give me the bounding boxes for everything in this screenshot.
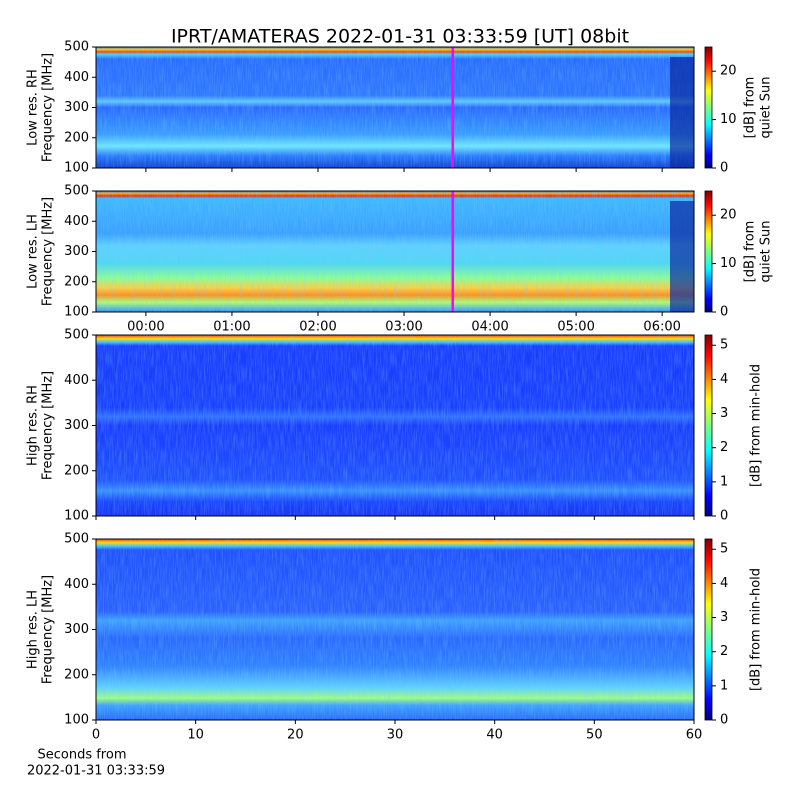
y-tick-label: 500: [64, 328, 89, 343]
y-tick-label: 100: [64, 713, 89, 728]
spectrogram-edge: [670, 201, 694, 312]
y-axis-label: Frequency [MHz]: [41, 371, 56, 480]
colorbar-tick-label: 0: [720, 305, 728, 320]
y-axis-label: Frequency [MHz]: [41, 197, 56, 306]
spectrogram-texture: [96, 335, 694, 516]
colorbar-label: [dB] from min-hold: [749, 364, 764, 487]
x-tick-label: 40: [486, 728, 503, 743]
y-tick-label: 400: [64, 577, 89, 592]
x-tick-label: 05:00: [557, 320, 594, 335]
y-tick-label: 400: [64, 373, 89, 388]
y-tick-label: 100: [64, 509, 89, 524]
spectrogram-edge: [670, 57, 694, 168]
colorbar-label: [dB] from: [743, 221, 758, 283]
colorbar-label: quiet Sun: [759, 76, 774, 138]
x-tick-label: 01:00: [213, 320, 250, 335]
x-tick-label: 60: [686, 728, 703, 743]
colorbar-tick-label: 2: [720, 644, 728, 659]
y-tick-label: 500: [64, 532, 89, 547]
colorbar-tick-label: 0: [720, 713, 728, 728]
y-tick-label: 500: [64, 184, 89, 199]
y-tick-label: 300: [64, 418, 89, 433]
y-tick-label: 200: [64, 667, 89, 682]
x-tick-label: 50: [586, 728, 603, 743]
spectrogram-texture: [96, 191, 694, 312]
x-tick-label: 03:00: [385, 320, 422, 335]
colorbar-label: quiet Sun: [759, 220, 774, 282]
colorbar-label: [dB] from min-hold: [749, 568, 764, 691]
y-tick-label: 300: [64, 100, 89, 115]
y-tick-label: 400: [64, 214, 89, 229]
y-tick-label: 500: [64, 40, 89, 55]
colorbar-tick-label: 20: [720, 208, 737, 223]
y-axis-label: Frequency [MHz]: [41, 575, 56, 684]
colorbar-tick-label: 5: [720, 542, 728, 557]
colorbar-tick-label: 0: [720, 509, 728, 524]
colorbar-tick-label: 2: [720, 440, 728, 455]
colorbar-tick-label: 5: [720, 338, 728, 353]
y-tick-label: 200: [64, 463, 89, 478]
colorbar-tick-label: 1: [720, 678, 728, 693]
x-tick-label: 0: [92, 728, 100, 743]
x-tick-label: 00:00: [127, 320, 164, 335]
y-tick-label: 100: [64, 305, 89, 320]
colorbar-tick-label: 10: [720, 112, 737, 127]
y-axis-label: High res. RH: [26, 385, 41, 466]
colorbar: [704, 190, 713, 313]
y-axis-label: High res. LH: [26, 590, 41, 669]
x-tick-label: 10: [187, 728, 204, 743]
colorbar-tick-label: 20: [720, 64, 737, 79]
x-tick-label: 30: [387, 728, 404, 743]
y-axis-label: Frequency [MHz]: [41, 53, 56, 162]
colorbar-tick-label: 4: [720, 576, 728, 591]
spectrogram-texture: [96, 47, 694, 168]
colorbar-tick-label: 3: [720, 610, 728, 625]
y-tick-label: 100: [64, 161, 89, 176]
x-tick-label: 02:00: [299, 320, 336, 335]
colorbar-tick-label: 3: [720, 406, 728, 421]
colorbar-label: [dB] from: [743, 77, 758, 139]
colorbar: [704, 538, 713, 721]
y-tick-label: 200: [64, 274, 89, 289]
y-axis-label: Low res. LH: [26, 214, 41, 289]
x-tick-label: 20: [287, 728, 304, 743]
y-tick-label: 200: [64, 130, 89, 145]
colorbar-tick-label: 4: [720, 372, 728, 387]
y-tick-label: 300: [64, 622, 89, 637]
colorbar: [704, 334, 713, 517]
x-tick-label: 06:00: [643, 320, 680, 335]
x-axis-label: 2022-01-31 03:33:59: [27, 764, 165, 779]
chart-title: IPRT/AMATERAS 2022-01-31 03:33:59 [UT] 0…: [171, 26, 629, 48]
colorbar-tick-label: 10: [720, 256, 737, 271]
y-tick-label: 400: [64, 70, 89, 85]
x-axis-label: Seconds from: [37, 748, 126, 763]
y-tick-label: 300: [64, 244, 89, 259]
y-axis-label: Low res. RH: [26, 69, 41, 146]
x-tick-label: 04:00: [471, 320, 508, 335]
colorbar: [704, 46, 713, 169]
colorbar-tick-label: 1: [720, 474, 728, 489]
colorbar-tick-label: 0: [720, 161, 728, 176]
spectrogram-texture: [96, 539, 694, 720]
